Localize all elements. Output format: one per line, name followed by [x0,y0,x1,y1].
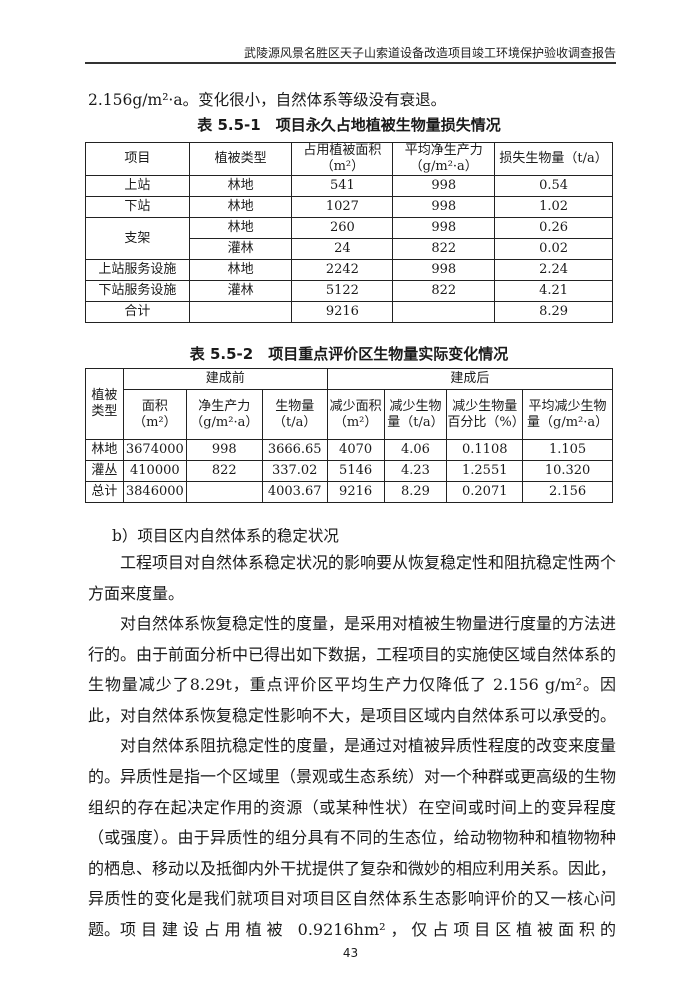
page-number: 43 [342,946,359,960]
table-row: 林地 3674000 998 3666.65 4070 4.06 0.1108 1.105 [85,439,613,461]
cell: 410000 [122,460,187,482]
cell: 5146 [326,460,385,482]
header-cell: 建成前 [122,368,328,390]
cell: 下站服务设施 [85,280,190,302]
paragraph: 对自然体系恢复稳定性的度量，是采用对植被生物量进行度量的方法进行的。由于前面分析… [88,614,617,725]
cell: 0.26 [494,217,613,239]
cell: 10.320 [522,460,613,482]
cell: 1.02 [494,196,613,218]
cell: 1.105 [522,439,613,461]
cell: 灌林 [188,280,293,302]
cell: 上站 [85,175,190,197]
cell: 541 [291,175,394,197]
cell: 林地 [188,259,293,281]
cell: 2242 [291,259,394,281]
cell: 998 [392,175,496,197]
table1-caption: 表 5.5-1 项目永久占地植被生物量损失情况 [197,116,501,134]
header-cell: 损失生物量（t/a） [494,142,613,176]
table-row: 灌丛 410000 822 337.02 5146 4.23 1.2551 10.320 [85,460,613,482]
cell: 上站服务设施 [85,259,190,281]
paragraph: 项目建设占用植被 0.9216hm²，仅占项目区植被面积的 0.00232%，其… [120,920,616,939]
intro-line: 2.156g/m²·a。变化很小，自然体系等级没有衰退。 [88,91,447,109]
cell: 4.21 [494,280,613,302]
paragraph: 异质性是指一个区域里（景观或生态系统）对一个种群或更高级的生物组织的存在起决定作… [88,767,617,939]
cell: 3846000 [122,481,187,503]
table-header-row: 项目 植被类型 占用植被面积（m²） 平均净生产力（g/m²·a） 损失生物量（… [85,142,613,176]
paragraph: 工程项目对自然体系稳定状况的影响要从恢复稳定性和阻抗稳定性两个方面来度量。 [88,553,617,603]
header-cell: 项目 [85,142,190,176]
table-row: 下站服务设施 灌林 5122 822 4.21 [85,280,613,302]
table2: 植被类型 建成前 建成后 面积（m²） 净生产力（g/m²·a） 生物量（t/a… [85,368,614,503]
cell: 总计 [85,481,124,503]
cell: 337.02 [261,460,328,482]
cell [185,481,263,503]
header-cell: 建成后 [326,368,614,390]
table-row: 上站 林地 541 998 0.54 [85,175,613,197]
cell: 260 [291,217,394,239]
table-header-row: 面积（m²） 净生产力（g/m²·a） 生物量（t/a） 减少面积（m²） 减少… [86,389,613,440]
header-cell: 平均净生产力（g/m²·a） [392,142,496,176]
cell: 822 [185,460,263,482]
header-cell: 植被类型 [188,142,293,176]
cell: 4003.67 [261,481,328,503]
table-row: 上站服务设施 林地 2242 998 2.24 [85,259,613,281]
table-row: 总计 3846000 4003.67 9216 8.29 0.2071 2.156 [85,481,613,503]
cell: 8.29 [383,481,448,503]
cell: 3674000 [122,439,187,461]
header-cell: 平均减少生物量（g/m²·a） [522,389,613,440]
cell: 1.2551 [446,460,524,482]
cell: 下站 [85,196,190,218]
cell: 24 [291,238,394,260]
table-row: 下站 林地 1027 998 1.02 [85,196,613,218]
header-cell: 植被类型 [85,368,124,440]
cell: 林地 [85,439,124,461]
table-row: 合计 9216 8.29 [85,301,613,323]
cell: 2.156 [522,481,613,503]
cell: 3666.65 [261,439,328,461]
cell: 998 [185,439,263,461]
paragraph: 对自然体系阻抗稳定性的度量，是通过对植被异质性程度的改变来度量的。 [88,736,617,786]
cell: 9216 [291,301,394,323]
cell [188,301,293,323]
cell: 0.02 [494,238,613,260]
cell: 林地 [188,217,293,239]
header-cell: 减少面积（m²） [326,389,385,440]
header-cell: 占用植被面积（m²） [291,142,394,176]
cell: 灌丛 [85,460,124,482]
cell: 4.06 [383,439,448,461]
table1: 项目 植被类型 占用植被面积（m²） 平均净生产力（g/m²·a） 损失生物量（… [85,142,613,323]
cell: 0.54 [494,175,613,197]
header-cell: 净生产力（g/m²·a） [185,389,263,440]
cell: 1027 [291,196,394,218]
cell: 0.1108 [446,439,524,461]
cell: 5122 [291,280,394,302]
cell: 林地 [188,196,293,218]
cell: 4.23 [383,460,448,482]
cell: 林地 [188,175,293,197]
cell: 822 [392,238,496,260]
cell: 822 [392,280,496,302]
cell: 支架 [85,217,190,260]
cell: 2.24 [494,259,613,281]
cell: 8.29 [494,301,613,323]
header-cell: 面积（m²） [122,389,187,440]
table-row: 支架 林地 260 998 0.26 [85,217,613,260]
cell: 灌林 [188,238,293,260]
table-group-header-row: 植被类型 建成前 建成后 [85,368,614,440]
section-heading: b）项目区内自然体系的稳定状况 [112,527,339,545]
header-cell: 减少生物量（t/a） [383,389,448,440]
header-cell: 生物量（t/a） [261,389,328,440]
cell: 998 [392,196,496,218]
cell: 4070 [326,439,385,461]
table2-caption: 表 5.5-2 项目重点评价区生物量实际变化情况 [189,345,509,363]
header-rule [85,62,616,64]
cell: 998 [392,217,496,239]
cell: 9216 [326,481,385,503]
header-cell: 减少生物量百分比（%） [446,389,525,440]
cell: 998 [392,259,496,281]
cell: 合计 [85,301,190,323]
cell: 0.2071 [446,481,524,503]
cell [392,301,496,323]
running-header: 武陵源风景名胜区天子山索道设备改造项目竣工环境保护验收调查报告 [243,46,616,60]
